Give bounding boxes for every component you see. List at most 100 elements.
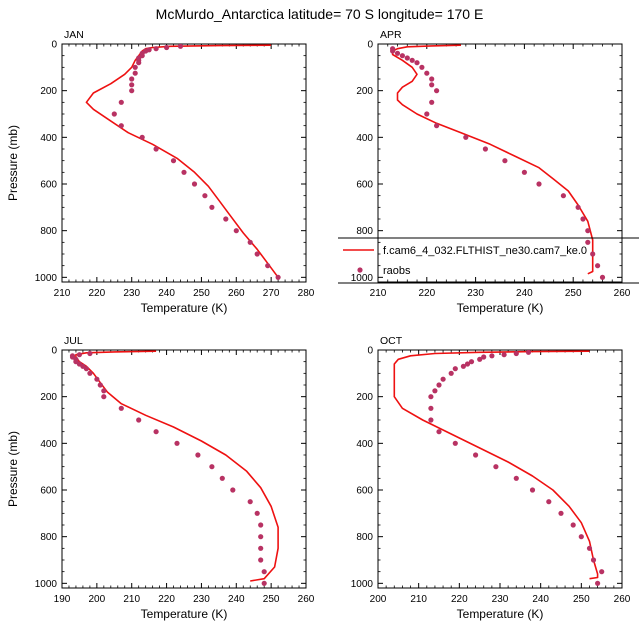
y-tick-label: 0	[51, 40, 57, 51]
obs-point	[258, 557, 264, 563]
obs-point	[424, 111, 430, 117]
obs-point	[452, 440, 458, 446]
y-tick-label: 200	[356, 86, 373, 97]
x-tick-label: 260	[614, 288, 631, 299]
obs-point	[195, 452, 201, 458]
obs-point	[468, 359, 475, 365]
panel-title: JAN	[64, 29, 84, 41]
obs-point	[87, 370, 93, 376]
obs-point	[87, 350, 93, 357]
model-profile-line	[75, 350, 279, 582]
obs-point	[428, 394, 434, 400]
y-tick-label: 800	[356, 226, 373, 237]
x-tick-label: 220	[158, 594, 175, 605]
x-axis-label: Temperature (K)	[457, 301, 544, 315]
obs-point	[94, 376, 100, 382]
y-tick-label: 200	[40, 392, 57, 403]
obs-point	[599, 274, 606, 280]
obs-point	[434, 88, 440, 94]
x-tick-label: 220	[451, 594, 468, 605]
x-tick-label: 260	[614, 594, 631, 605]
obs-point	[97, 382, 103, 388]
legend-obs-label: raobs	[383, 265, 411, 277]
y-tick-label: 600	[356, 180, 373, 191]
obs-point	[429, 99, 435, 105]
plot-frame	[61, 349, 307, 589]
obs-point	[590, 251, 596, 257]
obs-point	[419, 64, 425, 70]
obs-point	[595, 263, 601, 269]
obs-point	[546, 499, 552, 505]
obs-point	[428, 417, 434, 423]
obs-point	[434, 123, 440, 129]
y-axis-label: Pressure (mb)	[6, 431, 20, 507]
obs-point	[258, 522, 264, 528]
x-tick-label: 220	[89, 288, 106, 299]
obs-point	[118, 123, 124, 129]
obs-point	[440, 376, 446, 382]
obs-point	[254, 510, 260, 516]
obs-point	[558, 510, 564, 516]
x-tick-label: 210	[123, 594, 140, 605]
obs-point	[132, 64, 138, 70]
obs-point	[424, 70, 430, 76]
model-profile-line	[393, 350, 599, 580]
y-axis-label: Pressure (mb)	[6, 125, 20, 201]
obs-point	[265, 263, 271, 269]
y-tick-label: 0	[51, 346, 57, 357]
x-axis-label: Temperature (K)	[457, 607, 544, 621]
obs-point	[191, 181, 198, 187]
obs-point	[209, 464, 215, 470]
y-tick-label: 400	[40, 439, 57, 450]
obs-point	[590, 557, 597, 563]
obs-point	[585, 228, 591, 234]
x-tick-label: 240	[158, 288, 175, 299]
legend-obs-marker	[357, 267, 363, 273]
obs-point	[460, 363, 466, 369]
obs-point	[390, 48, 396, 54]
obs-point	[258, 545, 264, 551]
plot-frame	[377, 43, 623, 283]
y-tick-label: 1000	[351, 579, 374, 590]
y-tick-label: 1000	[35, 273, 58, 284]
obs-point	[83, 366, 89, 372]
y-tick-label: 600	[40, 180, 57, 191]
obs-point	[428, 405, 434, 411]
obs-point	[261, 580, 267, 586]
obs-point	[578, 534, 584, 540]
obs-point	[399, 53, 405, 59]
plot-frame	[377, 349, 623, 589]
obs-point	[599, 569, 605, 575]
obs-point	[502, 158, 508, 164]
x-tick-label: 190	[54, 594, 71, 605]
x-tick-label: 250	[573, 594, 590, 605]
obs-point	[586, 545, 593, 551]
obs-point	[164, 44, 170, 51]
obs-point	[575, 204, 581, 210]
obs-point	[521, 169, 528, 175]
obs-point	[429, 76, 435, 82]
obs-point	[129, 76, 135, 82]
obs-point	[463, 134, 469, 140]
y-tick-label: 800	[40, 532, 57, 543]
obs-point	[174, 440, 180, 446]
obs-point	[525, 350, 532, 355]
obs-point	[513, 475, 519, 481]
obs-point	[223, 216, 229, 222]
y-tick-label: 400	[40, 133, 57, 144]
obs-point	[429, 82, 435, 88]
obs-point	[153, 429, 159, 435]
x-tick-label: 260	[298, 594, 315, 605]
obs-point	[136, 417, 142, 423]
obs-point	[448, 370, 454, 376]
obs-point	[219, 475, 225, 481]
obs-point	[595, 580, 601, 586]
obs-point	[247, 239, 253, 245]
x-tick-label: 250	[565, 288, 582, 299]
obs-point	[136, 60, 142, 66]
y-tick-label: 800	[356, 532, 373, 543]
obs-point	[76, 352, 82, 358]
obs-point	[258, 534, 264, 540]
panel-title: OCT	[380, 335, 403, 347]
